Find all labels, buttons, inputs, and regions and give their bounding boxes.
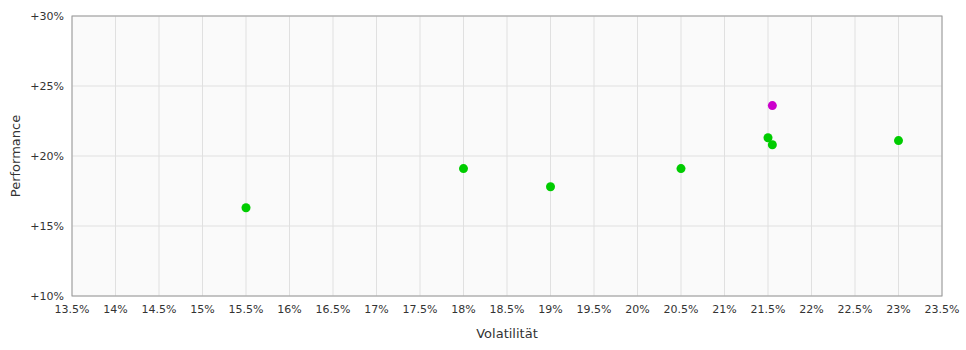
point <box>768 140 777 149</box>
x-tick-label: 16% <box>277 303 301 316</box>
y-tick-label: +20% <box>30 150 64 163</box>
x-tick-label: 17.5% <box>403 303 438 316</box>
y-tick-label: +10% <box>30 290 64 303</box>
x-tick-label: 14% <box>103 303 127 316</box>
x-tick-label: 19% <box>538 303 562 316</box>
x-tick-label: 23.5% <box>925 303 960 316</box>
y-grid-line <box>72 226 942 227</box>
x-tick-label: 23% <box>886 303 910 316</box>
y-tick-label: +30% <box>30 10 64 23</box>
y-tick-label: +15% <box>30 220 64 233</box>
chart: 13.5% 14% 14.5% 15% 15.5% 16% 16.5% 17% 17.5% 18%… <box>0 0 966 350</box>
x-tick-label: 13.5% <box>55 303 90 316</box>
plot-frame <box>72 16 942 296</box>
x-tick-label: 19.5% <box>577 303 612 316</box>
x-tick-label: 21% <box>712 303 736 316</box>
x-tick-label: 16.5% <box>316 303 351 316</box>
point <box>546 182 555 191</box>
x-tick-label: 20% <box>625 303 649 316</box>
point <box>768 101 777 110</box>
y-grid-line <box>72 156 942 157</box>
y-axis-label: Performance <box>8 115 23 197</box>
x-tick-label: 15% <box>190 303 214 316</box>
point <box>242 203 251 212</box>
x-tick-label: 22.5% <box>838 303 873 316</box>
plot-area <box>72 16 942 296</box>
y-tick-label: +25% <box>30 80 64 93</box>
x-tick-label: 22% <box>799 303 823 316</box>
x-tick-label: 21.5% <box>751 303 786 316</box>
x-axis-label: Volatilität <box>476 326 538 341</box>
point <box>894 136 903 145</box>
x-tick-label: 20.5% <box>664 303 699 316</box>
axes: 13.5% 14% 14.5% 15% 15.5% 16% 16.5% 17% 17.5% 18%… <box>8 10 959 341</box>
point <box>677 164 686 173</box>
point <box>459 164 468 173</box>
points <box>242 101 904 212</box>
x-tick-label: 18% <box>451 303 475 316</box>
x-tick-label: 15.5% <box>229 303 264 316</box>
y-grid-line <box>72 86 942 87</box>
grid <box>72 16 942 296</box>
x-tick-label: 17% <box>364 303 388 316</box>
x-tick-label: 14.5% <box>142 303 177 316</box>
x-tick-label: 18.5% <box>490 303 525 316</box>
